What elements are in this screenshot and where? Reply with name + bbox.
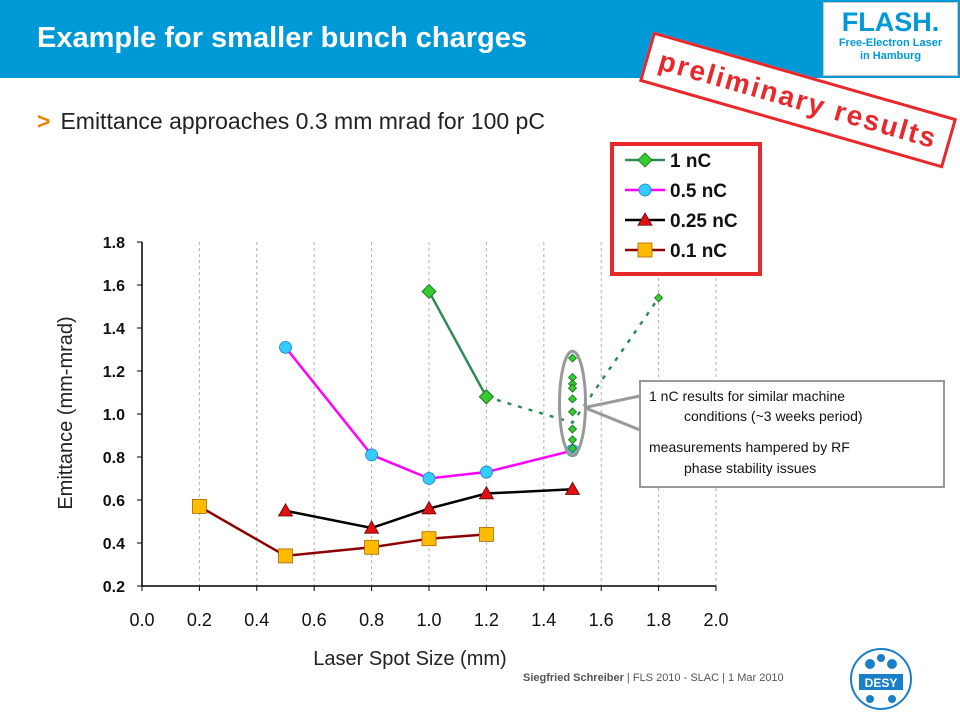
- header-band: [0, 0, 960, 78]
- x-tick-label: 1.0: [416, 610, 441, 630]
- series-line-0.25nC: [285, 488, 573, 530]
- data-point-diamond: [478, 389, 494, 405]
- x-tick-label: 1.2: [474, 610, 499, 630]
- data-point-circle: [638, 183, 652, 197]
- data-point-diamond: [567, 383, 578, 393]
- data-point-circle: [365, 448, 379, 462]
- data-point-triangle: [277, 502, 294, 517]
- pointer-line: [583, 406, 641, 432]
- annotation-line-3: measurements hampered by RF: [649, 439, 850, 455]
- flash-logo-line2: in Hamburg: [859, 50, 922, 62]
- data-point-diamond: [567, 435, 578, 445]
- data-point-diamond: [421, 283, 437, 300]
- data-point-square: [637, 242, 653, 258]
- data-point-triangle: [637, 212, 653, 226]
- y-tick-label: 1.6: [103, 278, 125, 295]
- desy-logo: DESY: [850, 648, 912, 710]
- y-tick-label: 1.2: [103, 364, 125, 381]
- data-point-diamond: [567, 443, 578, 453]
- x-tick-label: 0.0: [129, 610, 154, 630]
- data-point-diamond: [654, 293, 664, 303]
- x-tick-label: 1.4: [531, 610, 556, 630]
- data-point-triangle: [421, 500, 437, 515]
- data-point-diamond: [567, 353, 578, 363]
- footer-details: | FLS 2010 - SLAC | 1 Mar 2010: [623, 672, 784, 684]
- data-point-diamond: [567, 379, 578, 389]
- series-line-0.1nC: [198, 505, 487, 558]
- x-tick-label: 1.6: [589, 610, 614, 630]
- data-point-square: [278, 548, 293, 564]
- annotation-line-1: 1 nC results for similar machine: [649, 388, 845, 404]
- x-axis-label: Laser Spot Size (mm): [313, 648, 506, 670]
- data-point-triangle: [478, 485, 495, 500]
- data-point-diamond: [567, 394, 578, 404]
- x-tick-label: 0.6: [302, 610, 327, 630]
- chart-series: [191, 283, 664, 564]
- bullet-arrow-icon: >: [37, 108, 51, 134]
- highlight-ellipse: [558, 349, 587, 457]
- chart-grid: [198, 242, 717, 586]
- pointer-line: [584, 394, 641, 410]
- legend-label: 0.25 nC: [670, 211, 738, 232]
- data-point-circle: [479, 465, 493, 479]
- legend-frame: [610, 142, 762, 276]
- y-tick-label: 0.6: [103, 493, 125, 510]
- legend-label: 1 nC: [670, 151, 711, 172]
- chart-legend: 1 nC 0.5 nC 0.25 nC 0.1 nC: [610, 142, 762, 276]
- annotation-line-2: conditions (~3 weeks period): [684, 408, 863, 424]
- data-point-diamond: [567, 372, 578, 383]
- y-tick-label: 0.4: [103, 536, 125, 553]
- data-point-triangle: [363, 520, 380, 534]
- y-axis-label: Emittance (mm-mrad): [55, 316, 77, 509]
- data-point-circle: [422, 472, 436, 485]
- footer: Siegfried Schreiber | FLS 2010 - SLAC | …: [523, 672, 784, 684]
- data-point-circle: [279, 340, 292, 354]
- flash-logo-name: FLASH.: [841, 7, 940, 37]
- chart-axes: 0.20.40.60.81.01.21.41.61.80.0 0.2 0.4 0.6 0…: [103, 235, 729, 630]
- y-tick-label: 1.8: [103, 235, 125, 252]
- legend-label: 0.1 nC: [670, 241, 727, 262]
- y-tick-label: 1.0: [103, 407, 125, 424]
- data-point-diamond: [567, 407, 578, 417]
- series-line-0.5nC: [284, 346, 573, 480]
- data-point-diamond: [567, 424, 578, 434]
- y-tick-label: 0.8: [103, 450, 125, 467]
- data-point-diamond: [637, 152, 653, 168]
- x-tick-label: 0.8: [359, 610, 384, 630]
- y-tick-label: 1.4: [103, 321, 125, 338]
- data-point-triangle: [564, 481, 581, 495]
- chart-annotations: [558, 349, 641, 457]
- data-point-square: [421, 531, 437, 547]
- data-point-diamond: [478, 389, 494, 405]
- series-line-1nC: [427, 290, 488, 398]
- x-tick-label: 0.4: [244, 610, 269, 630]
- x-tick-label: 1.8: [646, 610, 671, 630]
- footer-author: Siegfried Schreiber: [523, 672, 624, 684]
- bullet-point: > Emittance approaches 0.3 mm mrad for 10…: [37, 108, 545, 135]
- legend-label: 0.5 nC: [670, 181, 727, 202]
- flash-logo: FLASH. Free-Electron Laser in Hamburg: [823, 2, 958, 76]
- data-point-square: [478, 527, 494, 542]
- annotation-line-4: phase stability issues: [684, 460, 816, 476]
- data-point-square: [191, 499, 207, 514]
- x-tick-label: 2.0: [703, 610, 728, 630]
- bullet-text: Emittance approaches 0.3 mm mrad for 100…: [60, 108, 545, 134]
- y-tick-label: 0.2: [103, 579, 125, 596]
- data-point-square: [364, 539, 380, 555]
- data-point-circle: [566, 444, 579, 457]
- desy-logo-text: DESY: [865, 676, 898, 690]
- annotation-box: 1 nC results for similar machine conditi…: [639, 380, 945, 488]
- x-tick-label: 0.2: [187, 610, 212, 630]
- series-1nC-dashed-line: [486, 297, 660, 425]
- flash-logo-line1: Free-Electron Laser: [838, 37, 943, 49]
- slide-title: Example for smaller bunch charges: [37, 22, 527, 54]
